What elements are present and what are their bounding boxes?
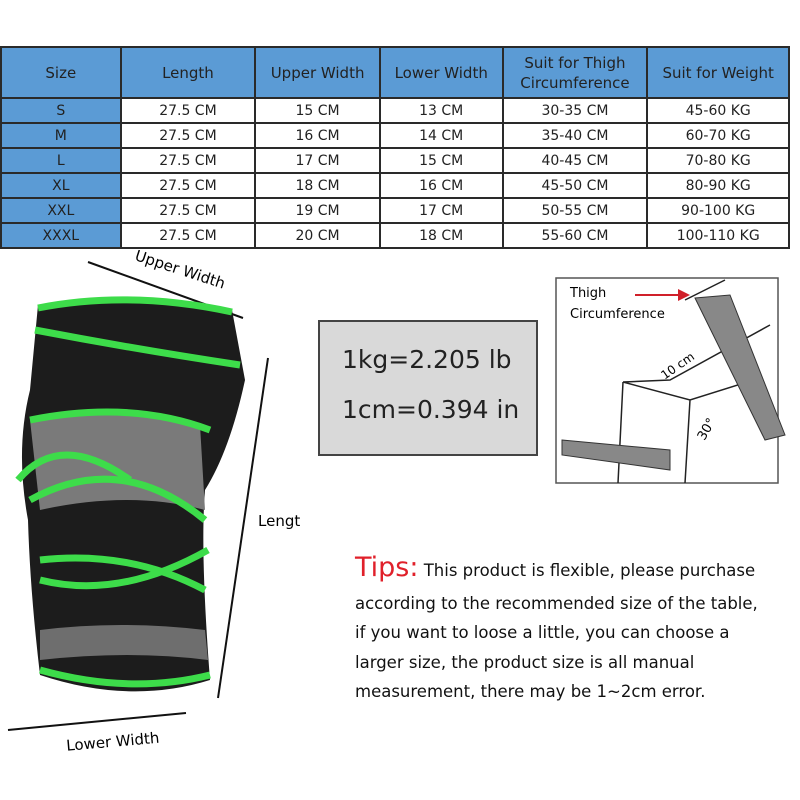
column-header: Suit for Thigh Circumference xyxy=(501,46,649,99)
column-header: Upper Width xyxy=(254,46,381,99)
table-row: XL 27.5 CM 18 CM 16 CM 45-50 CM 80-90 KG xyxy=(0,172,790,199)
table-cell: 14 CM xyxy=(378,122,504,149)
column-header: Size xyxy=(0,46,122,99)
size-cell: XXL xyxy=(0,197,122,224)
column-header: Suit for Weight xyxy=(646,46,790,99)
upper-width-label: Upper Width xyxy=(133,250,228,293)
tips-line: measurement, there may be 1~2cm error. xyxy=(355,682,706,701)
table-row: XXXL 27.5 CM 20 CM 18 CM 55-60 CM 100-110 KG xyxy=(0,222,790,249)
table-cell: 55-60 CM xyxy=(501,222,649,249)
table-cell: 18 CM xyxy=(378,222,504,249)
size-table: Size Length Upper Width Lower Width Suit for… xyxy=(0,46,790,249)
tips-text: Tips: This product is flexible, please p… xyxy=(355,553,795,707)
table-cell: 45-50 CM xyxy=(501,172,649,199)
circumference-label: Circumference xyxy=(570,307,665,322)
cm-conversion: 1cm=0.394 in xyxy=(342,395,520,424)
table-cell: 16 CM xyxy=(378,172,504,199)
table-cell: 35-40 CM xyxy=(501,122,649,149)
table-cell: 40-45 CM xyxy=(501,147,649,174)
table-cell: 90-100 KG xyxy=(646,197,790,224)
table-row: XXL 27.5 CM 19 CM 17 CM 50-55 CM 90-100 KG xyxy=(0,197,790,224)
table-cell: 27.5 CM xyxy=(119,97,257,124)
table-cell: 17 CM xyxy=(254,147,381,174)
tips-line: This product is flexible, please purchas… xyxy=(423,561,756,580)
column-header: Lower Width xyxy=(378,46,504,99)
table-cell: 60-70 KG xyxy=(646,122,790,149)
table-cell: 27.5 CM xyxy=(119,122,257,149)
size-cell: S xyxy=(0,97,122,124)
table-cell: 17 CM xyxy=(378,197,504,224)
unit-conversion-box: 1kg=2.205 lb 1cm=0.394 in xyxy=(318,320,538,456)
table-cell: 15 CM xyxy=(378,147,504,174)
table-cell: 80-90 KG xyxy=(646,172,790,199)
tips-line: larger size, the product size is all man… xyxy=(355,652,695,672)
table-cell: 20 CM xyxy=(254,222,381,249)
table-cell: 70-80 KG xyxy=(646,147,790,174)
size-cell: M xyxy=(0,122,122,149)
lower-width-label: Lower Width xyxy=(66,729,160,755)
table-row: M 27.5 CM 16 CM 14 CM 35-40 CM 60-70 KG xyxy=(0,122,790,149)
table-cell: 45-60 KG xyxy=(646,97,790,124)
table-cell: 19 CM xyxy=(254,197,381,224)
size-cell: XL xyxy=(0,172,122,199)
size-cell: XXXL xyxy=(0,222,122,249)
size-cell: L xyxy=(0,147,122,174)
table-cell: 27.5 CM xyxy=(119,147,257,174)
table-cell: 13 CM xyxy=(378,97,504,124)
table-cell: 27.5 CM xyxy=(119,197,257,224)
table-cell: 16 CM xyxy=(254,122,381,149)
table-cell: 27.5 CM xyxy=(119,172,257,199)
thigh-label: Thigh xyxy=(569,286,606,301)
table-cell: 27.5 CM xyxy=(119,222,257,249)
length-label: Length xyxy=(258,512,300,530)
table-cell: 50-55 CM xyxy=(501,197,649,224)
tips-line: if you want to loose a little, you can c… xyxy=(355,623,730,642)
thigh-measure-diagram: Thigh Circumference 10 cm 30° xyxy=(555,277,786,484)
tips-line: according to the recommended size of the… xyxy=(355,593,758,613)
table-cell: 18 CM xyxy=(254,172,381,199)
table-cell: 100-110 KG xyxy=(646,222,790,249)
table-cell: 30-35 CM xyxy=(501,97,649,124)
table-row: L 27.5 CM 17 CM 15 CM 40-45 CM 70-80 KG xyxy=(0,147,790,174)
column-header: Length xyxy=(119,46,257,99)
table-cell: 15 CM xyxy=(254,97,381,124)
kg-conversion: 1kg=2.205 lb xyxy=(342,345,512,374)
tips-title: Tips: xyxy=(355,552,419,583)
table-row: S 27.5 CM 15 CM 13 CM 30-35 CM 45-60 KG xyxy=(0,97,790,124)
knee-sleeve-image: Upper Width Length Lower Width xyxy=(7,250,300,755)
